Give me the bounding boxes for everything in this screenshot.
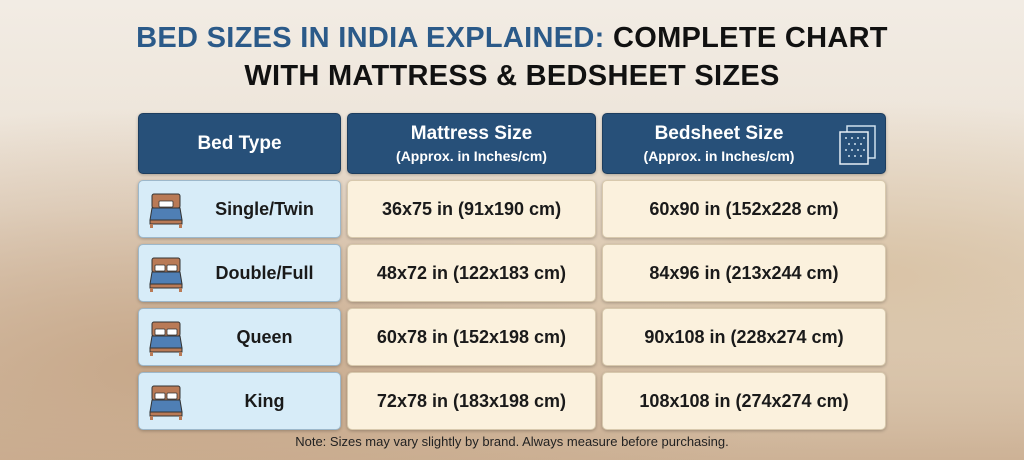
bed-type-label: Double/Full xyxy=(215,262,314,283)
row-mattress-size: 36x75 in (91x190 cm) xyxy=(347,180,596,238)
bed-type-label: Single/Twin xyxy=(215,198,314,219)
header-mattress-label: Mattress Size xyxy=(410,123,533,144)
row-bed-type: Queen xyxy=(138,308,341,366)
bed-type-label: King xyxy=(244,390,285,411)
title-accent: BED SIZES IN INDIA EXPLAINED: xyxy=(136,22,605,54)
double-bed-icon xyxy=(149,256,183,297)
header-mattress: Mattress Size (Approx. in Inches/cm) xyxy=(347,113,596,174)
bedsheet-icon xyxy=(839,125,876,165)
header-bedsheet-label: Bedsheet Size xyxy=(654,123,784,144)
title-line-1: BED SIZES IN INDIA EXPLAINED: COMPLETE C… xyxy=(0,22,1024,55)
title-line-2: WITH MATTRESS & BEDSHEET SIZES xyxy=(244,60,780,92)
row-bedsheet-size: 60x90 in (152x228 cm) xyxy=(602,180,886,238)
row-bed-type: Double/Full xyxy=(138,244,341,302)
row-bedsheet-size: 84x96 in (213x244 cm) xyxy=(602,244,886,302)
header-bed-type: Bed Type xyxy=(138,113,341,174)
row-mattress-size: 72x78 in (183x198 cm) xyxy=(347,372,596,430)
bed-type-label: Queen xyxy=(236,326,293,347)
row-bedsheet-size: 90x108 in (228x274 cm) xyxy=(602,308,886,366)
header-bedsheet: Bedsheet Size (Approx. in Inches/cm) xyxy=(602,113,886,174)
row-mattress-size: 60x78 in (152x198 cm) xyxy=(347,308,596,366)
title-rest: COMPLETE CHART xyxy=(604,22,888,54)
footnote: Note: Sizes may vary slightly by brand. … xyxy=(295,434,729,449)
header-bedsheet-sub: (Approx. in Inches/cm) xyxy=(643,148,795,164)
row-bed-type: King xyxy=(138,372,341,430)
row-mattress-size: 48x72 in (122x183 cm) xyxy=(347,244,596,302)
row-bedsheet-size: 108x108 in (274x274 cm) xyxy=(602,372,886,430)
king-bed-icon xyxy=(149,384,183,425)
header-bed-type-label: Bed Type xyxy=(197,132,282,154)
single-bed-icon xyxy=(149,192,183,233)
queen-bed-icon xyxy=(149,320,183,361)
header-mattress-sub: (Approx. in Inches/cm) xyxy=(396,148,547,164)
row-bed-type: Single/Twin xyxy=(138,180,341,238)
